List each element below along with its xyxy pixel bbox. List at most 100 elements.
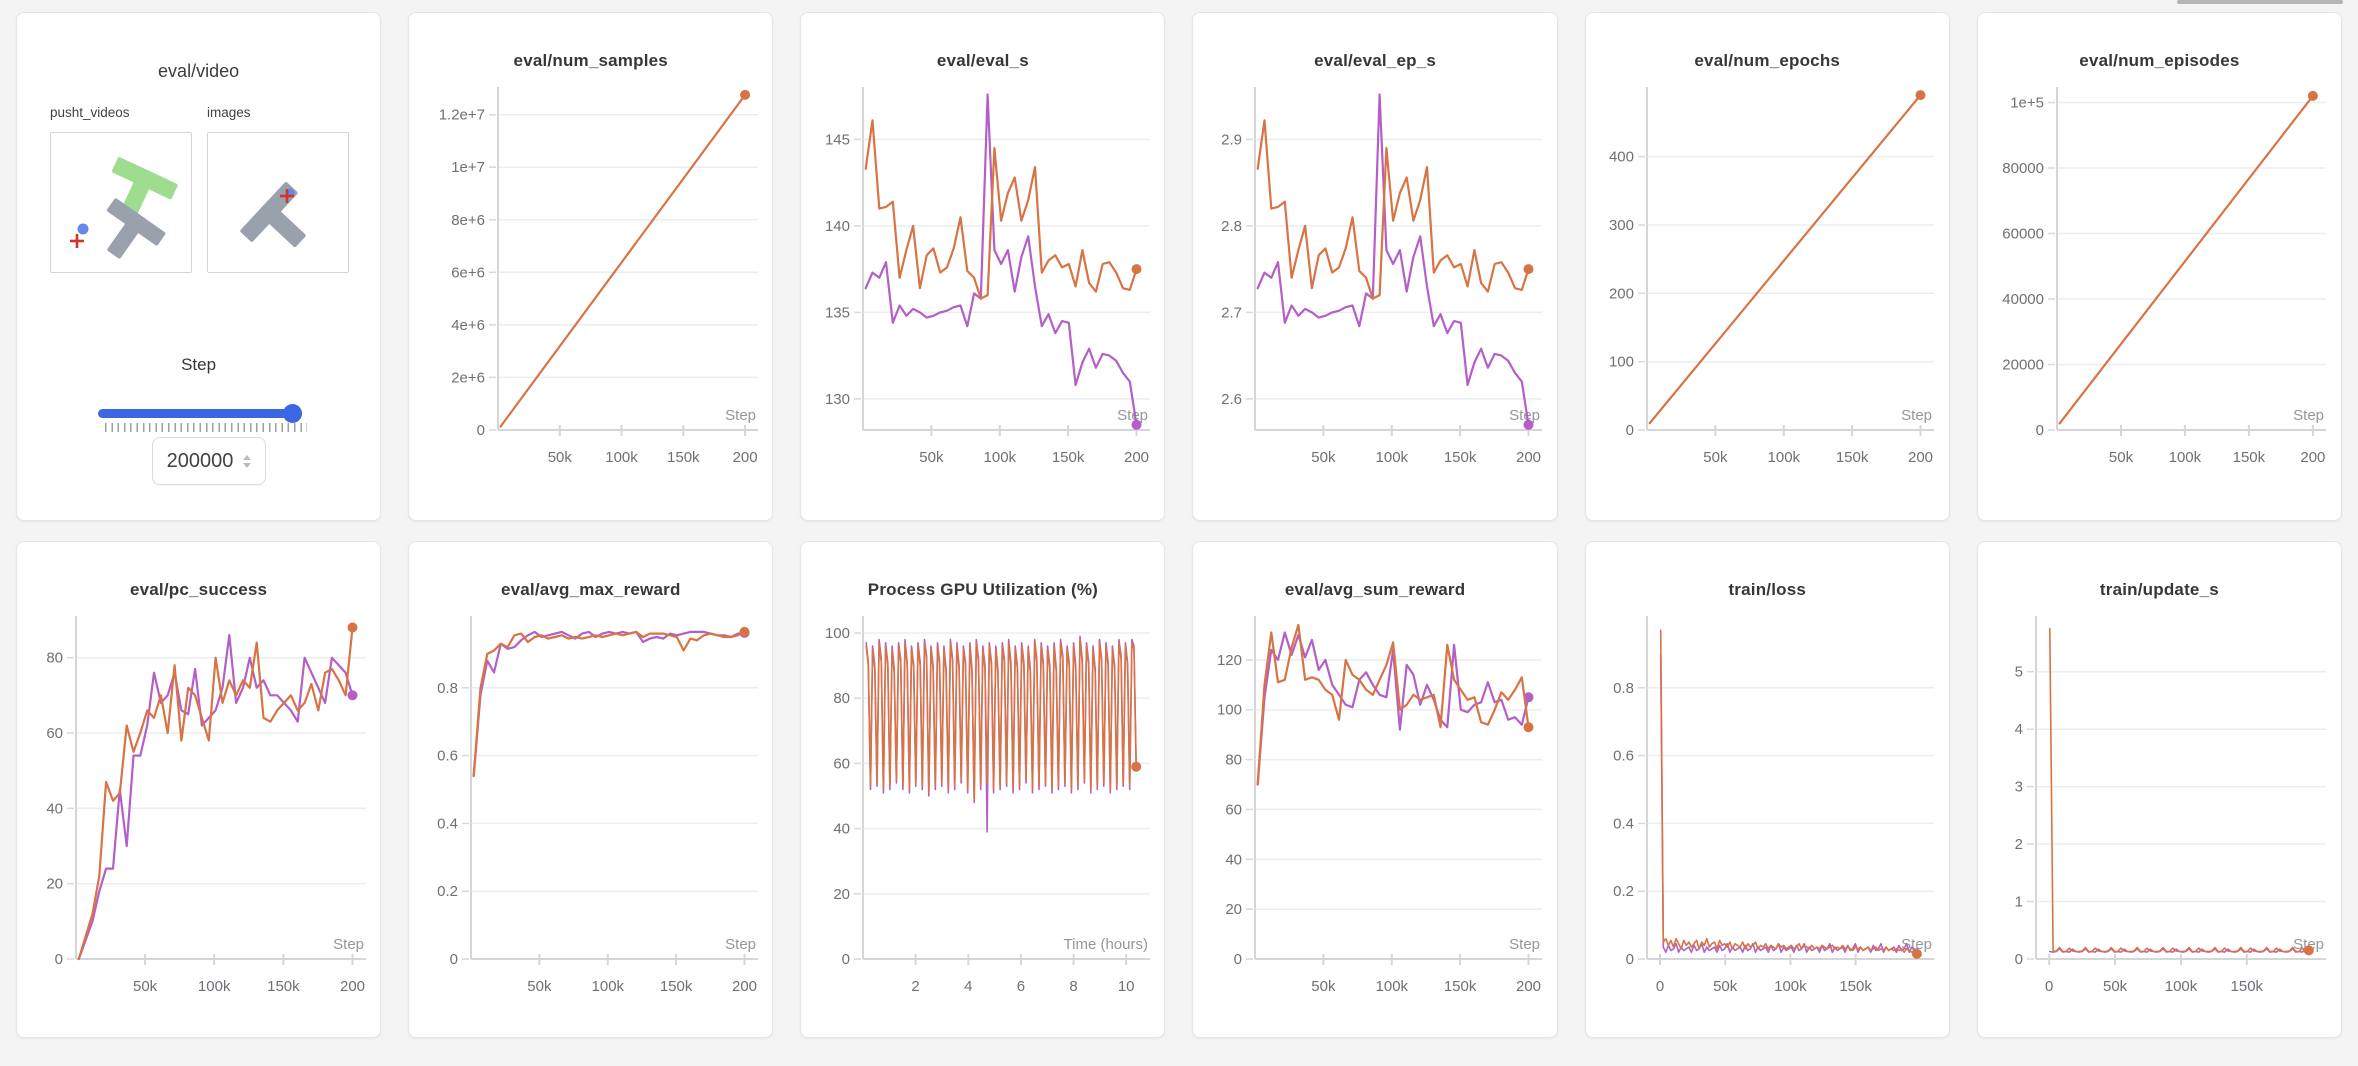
- step-slider-track[interactable]: [98, 409, 302, 418]
- gray-t-shape: [106, 198, 166, 259]
- svg-text:150k: 150k: [2233, 449, 2266, 466]
- chart-plot-eval-s[interactable]: 130 135 140 145 50k 100k 150k 200 Step: [810, 85, 1156, 490]
- chart-plot-eval-ep-s[interactable]: 2.6 2.7 2.8 2.9 50k 100k 150k 200 Step: [1202, 85, 1548, 490]
- media-thumbnail-pusht-videos[interactable]: [50, 132, 192, 273]
- svg-text:1e+5: 1e+5: [2011, 95, 2045, 112]
- step-spinner[interactable]: [243, 454, 252, 468]
- svg-text:6: 6: [1017, 978, 1025, 995]
- panel-grid: eval/video pusht_videos images: [16, 12, 2342, 1038]
- svg-text:100k: 100k: [1774, 978, 1807, 995]
- pusht-video-frame: [70, 157, 178, 259]
- spinner-up-icon[interactable]: [243, 454, 252, 460]
- chart-plot-num-samples[interactable]: 0 2e+6 4e+6 6e+6 8e+6 1e+7 1.2e+7 50k 100k 150k 20…: [418, 85, 764, 490]
- media-caption-pusht-videos: pusht_videos: [50, 105, 130, 120]
- svg-text:Step: Step: [2294, 407, 2325, 424]
- svg-text:0: 0: [476, 422, 484, 439]
- svg-text:0.2: 0.2: [1613, 883, 1634, 900]
- svg-text:20: 20: [46, 876, 63, 893]
- svg-text:200: 200: [2301, 449, 2326, 466]
- svg-text:20000: 20000: [2003, 357, 2045, 374]
- svg-text:4: 4: [2015, 721, 2023, 738]
- svg-text:Step: Step: [1509, 407, 1540, 424]
- chart-title: eval/num_episodes: [2079, 51, 2240, 70]
- svg-text:20: 20: [833, 886, 850, 903]
- chart-plot-avg-sum-reward[interactable]: 0 20 40 60 80 100 120 50k 100k 150k 200 Step: [1202, 614, 1548, 1019]
- svg-text:0: 0: [54, 951, 62, 968]
- image-frame: [240, 182, 306, 248]
- svg-text:5: 5: [2015, 664, 2023, 681]
- svg-text:80: 80: [833, 690, 850, 707]
- chart-plot-gpu-util[interactable]: 0 20 40 60 80 100 2 4 6 8 10 Time (hours): [810, 614, 1156, 1019]
- svg-text:Step: Step: [1509, 936, 1540, 953]
- svg-text:50k: 50k: [1311, 449, 1336, 466]
- svg-text:100k: 100k: [605, 449, 638, 466]
- svg-text:200: 200: [1609, 285, 1634, 302]
- svg-text:Time (hours): Time (hours): [1063, 936, 1147, 953]
- svg-text:20: 20: [1225, 901, 1242, 918]
- chart-title: eval/eval_ep_s: [1314, 51, 1437, 70]
- svg-text:50k: 50k: [133, 978, 158, 995]
- svg-text:50k: 50k: [1311, 978, 1336, 995]
- svg-text:200: 200: [1516, 978, 1541, 995]
- chart-plot-num-episodes[interactable]: 0 20000 40000 60000 80000 1e+5 50k 100k 150k 200 S…: [1986, 85, 2332, 490]
- svg-text:200: 200: [732, 978, 757, 995]
- svg-text:140: 140: [825, 218, 850, 235]
- svg-text:80: 80: [1225, 752, 1242, 769]
- svg-text:40: 40: [46, 800, 63, 817]
- svg-text:Step: Step: [1901, 407, 1932, 424]
- svg-text:100k: 100k: [591, 978, 624, 995]
- chart-panel-num-episodes: eval/num_episodes 0 20000 40000 60000 80000 1e…: [1976, 12, 2342, 521]
- svg-text:4e+6: 4e+6: [451, 317, 485, 334]
- svg-text:150k: 150k: [1840, 978, 1873, 995]
- svg-text:150k: 150k: [1052, 449, 1085, 466]
- svg-text:150k: 150k: [667, 449, 700, 466]
- svg-text:130: 130: [825, 391, 850, 408]
- svg-text:100k: 100k: [1376, 978, 1409, 995]
- step-slider-thumb[interactable]: [283, 404, 302, 423]
- chart-title: eval/num_epochs: [1694, 51, 1841, 70]
- svg-text:4: 4: [964, 978, 972, 995]
- svg-text:40: 40: [1225, 851, 1242, 868]
- step-value: 200000: [166, 449, 234, 472]
- svg-text:3: 3: [2015, 779, 2023, 796]
- svg-text:2.8: 2.8: [1221, 218, 1242, 235]
- svg-text:50k: 50k: [1704, 449, 1729, 466]
- chart-plot-avg-max-reward[interactable]: 0 0.2 0.4 0.6 0.8 50k 100k 150k 200 Step: [418, 614, 764, 1019]
- svg-text:40000: 40000: [2003, 291, 2045, 308]
- media-thumbnail-images[interactable]: [207, 132, 349, 273]
- svg-text:50k: 50k: [2109, 449, 2134, 466]
- horizontal-scrollbar[interactable]: [2177, 0, 2343, 4]
- svg-text:0: 0: [449, 951, 457, 968]
- chart-plot-num-epochs[interactable]: 0 100 200 300 400 50k 100k 150k 200 Step: [1594, 85, 1940, 490]
- svg-text:10: 10: [1118, 978, 1135, 995]
- svg-text:0: 0: [1626, 422, 1634, 439]
- svg-text:0.4: 0.4: [437, 815, 458, 832]
- svg-text:6e+6: 6e+6: [451, 264, 485, 281]
- svg-text:100k: 100k: [1376, 449, 1409, 466]
- svg-text:100k: 100k: [983, 449, 1016, 466]
- chart-title: train/loss: [1728, 580, 1807, 599]
- chart-panel-train-loss: train/loss 0 0.2 0.4 0.6 0.8 0 50k 100k 150k Step: [1584, 541, 1950, 1038]
- gray-t-shape: [240, 182, 306, 248]
- spinner-down-icon[interactable]: [243, 462, 252, 468]
- chart-panel-train-update-s: train/update_s 0 1 2 3 4 5 0 50k 100k 150k Step: [1976, 541, 2342, 1038]
- goal-cross: [70, 234, 84, 248]
- svg-text:150k: 150k: [660, 978, 693, 995]
- chart-title: train/update_s: [2099, 580, 2219, 599]
- video-panel: eval/video pusht_videos images: [16, 12, 382, 521]
- step-value-input[interactable]: 200000: [152, 437, 266, 485]
- svg-text:120: 120: [1217, 652, 1242, 669]
- svg-text:0.2: 0.2: [437, 883, 458, 900]
- chart-title: eval/avg_max_reward: [500, 580, 681, 599]
- chart-title: eval/eval_s: [936, 51, 1029, 70]
- chart-panel-eval-s: eval/eval_s 130 135 140 145 50k 100k 150k 200 Ste…: [800, 12, 1166, 521]
- chart-panel-num-samples: eval/num_samples 0 2e+6 4e+6 6e+6 8e+6 1e+7 1.2…: [408, 12, 774, 521]
- svg-text:100: 100: [825, 625, 850, 642]
- svg-text:200: 200: [1516, 449, 1541, 466]
- chart-title: Process GPU Utilization (%): [867, 580, 1099, 599]
- chart-plot-pc-success[interactable]: 0 20 40 60 80 50k 100k 150k 200 Step: [26, 614, 372, 1019]
- svg-text:150k: 150k: [1836, 449, 1869, 466]
- svg-text:60000: 60000: [2003, 226, 2045, 243]
